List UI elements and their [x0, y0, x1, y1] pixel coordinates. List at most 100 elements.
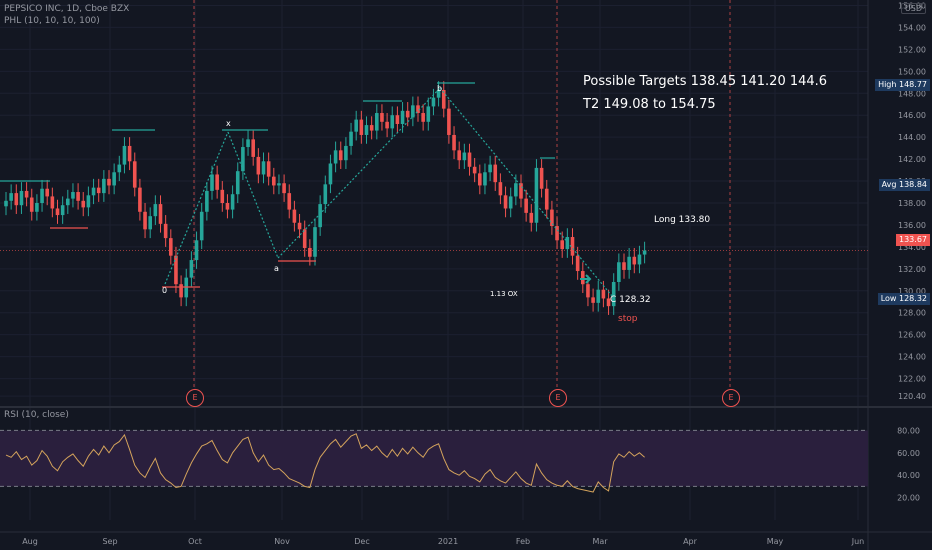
- time-tick-label: Sep: [102, 537, 117, 546]
- high-price-tag: High 148.77: [875, 79, 930, 91]
- candle-body: [385, 121, 389, 129]
- candle-body: [215, 174, 219, 190]
- currency-label[interactable]: USD: [900, 3, 926, 14]
- price-tick-label: 136.00: [898, 221, 926, 230]
- low-label: Low: [880, 294, 897, 303]
- candle-body: [323, 184, 328, 205]
- candle-body: [251, 139, 255, 157]
- candle-body: [153, 204, 158, 217]
- earnings-marker[interactable]: E: [722, 389, 740, 407]
- candle-body: [256, 156, 261, 175]
- candle-body: [91, 187, 96, 196]
- price-tick-label: 142.00: [898, 155, 926, 164]
- candle-body: [441, 89, 446, 109]
- candle-body: [158, 204, 163, 224]
- candle-body: [544, 188, 549, 210]
- time-axis: Aug Sep Oct Nov Dec 2021 Feb Mar Apr May Jun: [0, 531, 932, 546]
- candle-body: [246, 139, 250, 148]
- candle-body: [447, 108, 451, 135]
- candle-body: [519, 183, 523, 199]
- candle-body: [472, 166, 477, 174]
- candle-body: [189, 260, 194, 278]
- candle-body: [611, 282, 616, 307]
- candle-body: [318, 204, 322, 228]
- avg-value: 138.84: [899, 180, 927, 189]
- time-tick-label: 2021: [438, 537, 458, 546]
- rsi-tick-label: 40.00: [897, 471, 920, 480]
- ox-note: 1.13 OX: [490, 290, 518, 298]
- candle-body: [4, 200, 8, 207]
- candle-body: [9, 193, 13, 201]
- candle-body: [369, 125, 374, 131]
- price-tick-label: 132.00: [898, 265, 926, 274]
- price-tick-label: 128.00: [898, 309, 926, 318]
- candle-body: [55, 208, 60, 216]
- price-tick-label: 146.00: [898, 111, 926, 120]
- candle-body: [380, 113, 384, 122]
- high-label: High: [878, 80, 897, 89]
- wave-x-label: x: [226, 119, 231, 128]
- candle-body: [565, 237, 570, 250]
- candle-body: [483, 172, 487, 186]
- candle-body: [169, 238, 173, 256]
- candle-body: [266, 161, 271, 177]
- last-value: 133.67: [899, 235, 927, 244]
- candle-body: [550, 209, 554, 227]
- candle-body: [179, 284, 183, 298]
- candle-body: [457, 150, 461, 161]
- candle-body: [617, 262, 621, 283]
- candle-body: [220, 189, 225, 203]
- earnings-marker[interactable]: E: [549, 389, 567, 407]
- candle-body: [230, 194, 235, 210]
- candle-body: [622, 262, 626, 270]
- candle-body: [287, 193, 292, 210]
- price-tick-label: 130.00: [898, 287, 926, 296]
- c-point-note: C 128.32: [610, 295, 651, 305]
- candle-body: [199, 211, 204, 241]
- rsi-band-fill: [0, 430, 868, 487]
- candle-body: [24, 190, 29, 198]
- rsi-tick-label: 20.00: [897, 494, 920, 503]
- candle-body: [19, 190, 24, 206]
- candle-body: [14, 193, 19, 206]
- candle-body: [478, 173, 482, 186]
- time-tick-label: Jun: [851, 537, 865, 546]
- candle-body: [112, 172, 116, 186]
- rsi-title[interactable]: RSI (10, close): [4, 410, 69, 420]
- candlesticks: [4, 81, 647, 315]
- price-tick-label: 124.00: [898, 353, 926, 362]
- rsi-line: [5, 433, 645, 493]
- earnings-marker[interactable]: E: [186, 389, 204, 407]
- candle-body: [328, 163, 333, 185]
- candle-body: [66, 198, 70, 206]
- candle-body: [359, 119, 364, 135]
- candle-body: [606, 298, 611, 307]
- candle-body: [627, 256, 631, 270]
- price-axis: 120.40 122.00 124.00 126.00 128.00 130.00 132.…: [897, 1, 926, 502]
- candle-body: [534, 167, 539, 223]
- candle-body: [132, 161, 137, 188]
- time-tick-label: Nov: [274, 537, 290, 546]
- rsi-series: [5, 433, 645, 493]
- candle-body: [524, 198, 528, 213]
- candle-body: [560, 240, 564, 250]
- candle-body: [586, 284, 590, 298]
- candle-body: [302, 229, 307, 248]
- wave-line: [227, 131, 279, 259]
- candle-body: [498, 182, 503, 196]
- candle-body: [514, 183, 518, 197]
- candle-body: [637, 254, 642, 265]
- candle-body: [349, 131, 353, 146]
- symbol-title[interactable]: PEPSICO INC, 1D, Cboe BZX: [4, 4, 130, 14]
- candle-body: [493, 164, 498, 183]
- candle-body: [405, 110, 410, 118]
- candle-body: [163, 223, 168, 239]
- candle-body: [261, 161, 266, 175]
- wave-0-label: 0: [162, 286, 168, 295]
- time-tick-label: Oct: [188, 537, 202, 546]
- candle-body: [503, 195, 508, 209]
- candle-body: [29, 197, 34, 212]
- indicator-title[interactable]: PHL (10, 10, 10, 100): [4, 16, 100, 26]
- candle-body: [235, 171, 240, 195]
